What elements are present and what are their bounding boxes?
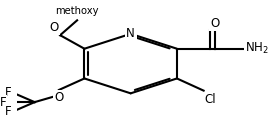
Text: O: O xyxy=(54,91,64,104)
Text: NH$_2$: NH$_2$ xyxy=(245,41,269,56)
Text: methoxy: methoxy xyxy=(55,6,99,16)
Text: F: F xyxy=(5,86,12,99)
Text: O: O xyxy=(210,17,219,30)
Text: F: F xyxy=(0,96,7,109)
Text: F: F xyxy=(5,105,12,118)
Text: Cl: Cl xyxy=(205,93,217,106)
Text: N: N xyxy=(126,27,135,40)
Text: O: O xyxy=(50,21,59,34)
